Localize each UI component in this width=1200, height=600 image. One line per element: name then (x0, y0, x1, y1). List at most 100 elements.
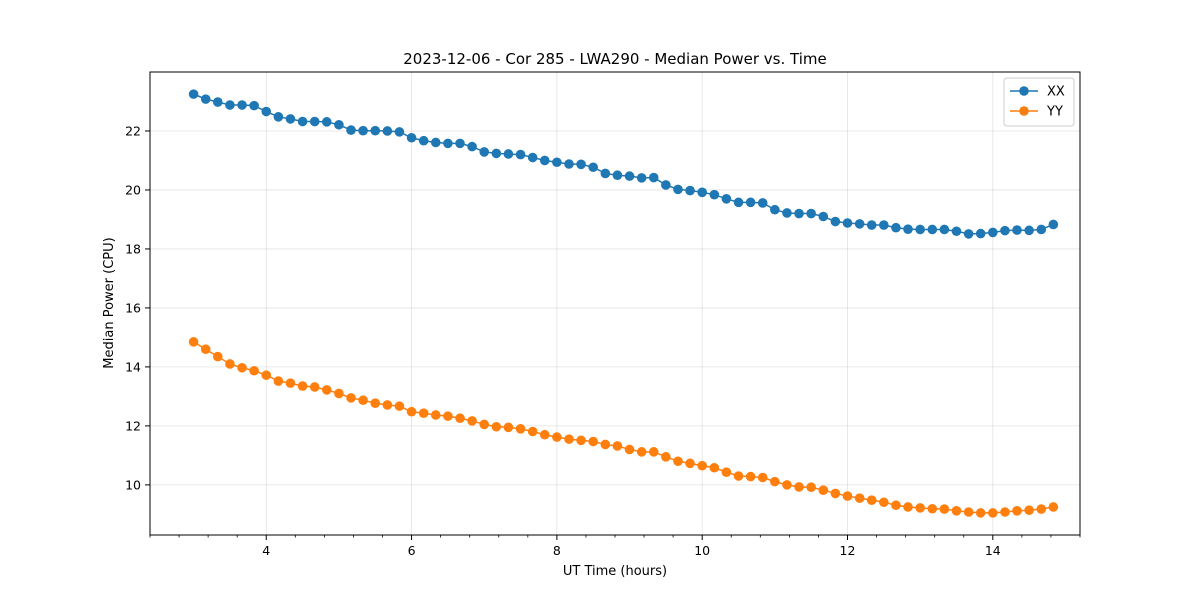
series-xx-point (794, 208, 804, 219)
series-yy-point (927, 503, 938, 514)
series-yy-point (951, 506, 962, 516)
series-yy-point (636, 447, 647, 457)
series-xx-point (285, 114, 296, 124)
series-yy-point (225, 359, 235, 369)
y-axis-label: Median Power (CPU) (102, 237, 117, 368)
series-xx-point (564, 159, 574, 169)
series-xx-point (661, 180, 671, 190)
series-yy-point (866, 495, 877, 506)
series-xx-point (237, 100, 247, 110)
legend-marker-yy (1019, 106, 1029, 116)
series-xx-point (842, 218, 853, 228)
series-xx-point (1012, 225, 1022, 235)
series-yy-point (745, 471, 756, 482)
series-xx-point (443, 138, 453, 149)
series-xx-point (188, 89, 199, 99)
series-xx-point (600, 168, 611, 179)
series-xx-point (951, 226, 962, 237)
series-xx-point (685, 185, 695, 196)
series-xx-point (455, 138, 465, 149)
series-xx-point (770, 204, 780, 215)
series-xx-point (975, 228, 986, 239)
series-xx-point (212, 97, 223, 107)
series-xx-point (697, 187, 707, 198)
legend-label-yy: YY (1046, 105, 1063, 120)
series-yy-point (648, 447, 659, 457)
series-yy-point (200, 344, 211, 355)
series-yy-point (733, 471, 744, 481)
series-xx-point (1024, 225, 1034, 236)
series-xx-point (830, 216, 841, 227)
series-xx-point (648, 172, 659, 183)
series-xx-point (491, 148, 502, 159)
series-xx-point (527, 152, 538, 163)
series-yy (188, 337, 1059, 518)
series-yy-point (1048, 502, 1059, 512)
series-yy-point (564, 434, 574, 444)
series-yy-point (806, 482, 816, 493)
series-yy-point (370, 398, 381, 408)
series-xx-point (394, 127, 405, 137)
series-yy-point (297, 381, 308, 391)
series-xx-point (503, 149, 514, 159)
series-yy-point (467, 416, 477, 426)
series-xx-point (806, 208, 816, 219)
series-yy-point (624, 444, 635, 455)
chart-title: 2023-12-06 - Cor 285 - LWA290 - Median P… (403, 50, 827, 68)
series-yy-point (261, 370, 272, 380)
series-xx-point (915, 224, 925, 235)
series-xx-point (854, 219, 865, 229)
series-yy-point (721, 467, 732, 477)
series-yy-point (782, 480, 792, 490)
series-yy-point (346, 393, 356, 403)
legend-item-xx: XX (1010, 85, 1065, 100)
series-xx-point (927, 224, 938, 235)
x-tick-label: 8 (553, 543, 561, 558)
series-yy-point (188, 337, 199, 347)
series-xx-point (370, 125, 381, 136)
series-xx-point (261, 106, 272, 117)
y-tick-label: 16 (125, 300, 141, 315)
series-yy-point (443, 411, 453, 421)
x-tick-label: 10 (694, 543, 710, 558)
x-tick-label: 12 (840, 543, 856, 558)
series-yy-point (358, 395, 368, 406)
grid (150, 72, 1080, 535)
series-yy-point (770, 476, 780, 487)
series-yy-point (309, 382, 320, 392)
series-yy-point (491, 421, 502, 432)
series-xx-point (988, 227, 998, 238)
series-yy-point (539, 429, 550, 440)
y-tick-label: 22 (125, 123, 141, 138)
series-yy-point (406, 406, 417, 417)
series-yy-point (249, 365, 259, 376)
series-xx-point (818, 211, 829, 222)
y-tick-label: 18 (125, 241, 141, 256)
series-yy-point (854, 493, 865, 503)
series-xx-point (515, 149, 526, 160)
series-xx-point (636, 173, 647, 183)
series-xx-point (382, 126, 393, 136)
x-tick-label: 14 (985, 543, 1001, 558)
series-yy-point (455, 413, 465, 424)
series-xx-point (866, 220, 877, 230)
series-xx-point (624, 171, 635, 181)
series-xx-point (479, 147, 490, 157)
series-yy-point (552, 432, 562, 442)
series-yy-point (794, 482, 804, 492)
series-xx-point (552, 157, 562, 168)
series-yy-point (709, 462, 720, 473)
series-yy-point (273, 376, 284, 386)
series-xx-point (939, 224, 950, 235)
series-yy-point (515, 424, 526, 434)
series-yy-point (661, 452, 671, 462)
series-yy-point (685, 458, 695, 469)
series-xx-point (406, 132, 417, 143)
series-yy-point (418, 408, 429, 419)
x-tick-label: 6 (408, 543, 416, 558)
series-xx-point (757, 198, 768, 208)
series-xx-point (297, 116, 308, 127)
series-yy-point (1024, 505, 1034, 516)
series-xx-point (903, 224, 913, 234)
series-xx-point (334, 119, 344, 130)
